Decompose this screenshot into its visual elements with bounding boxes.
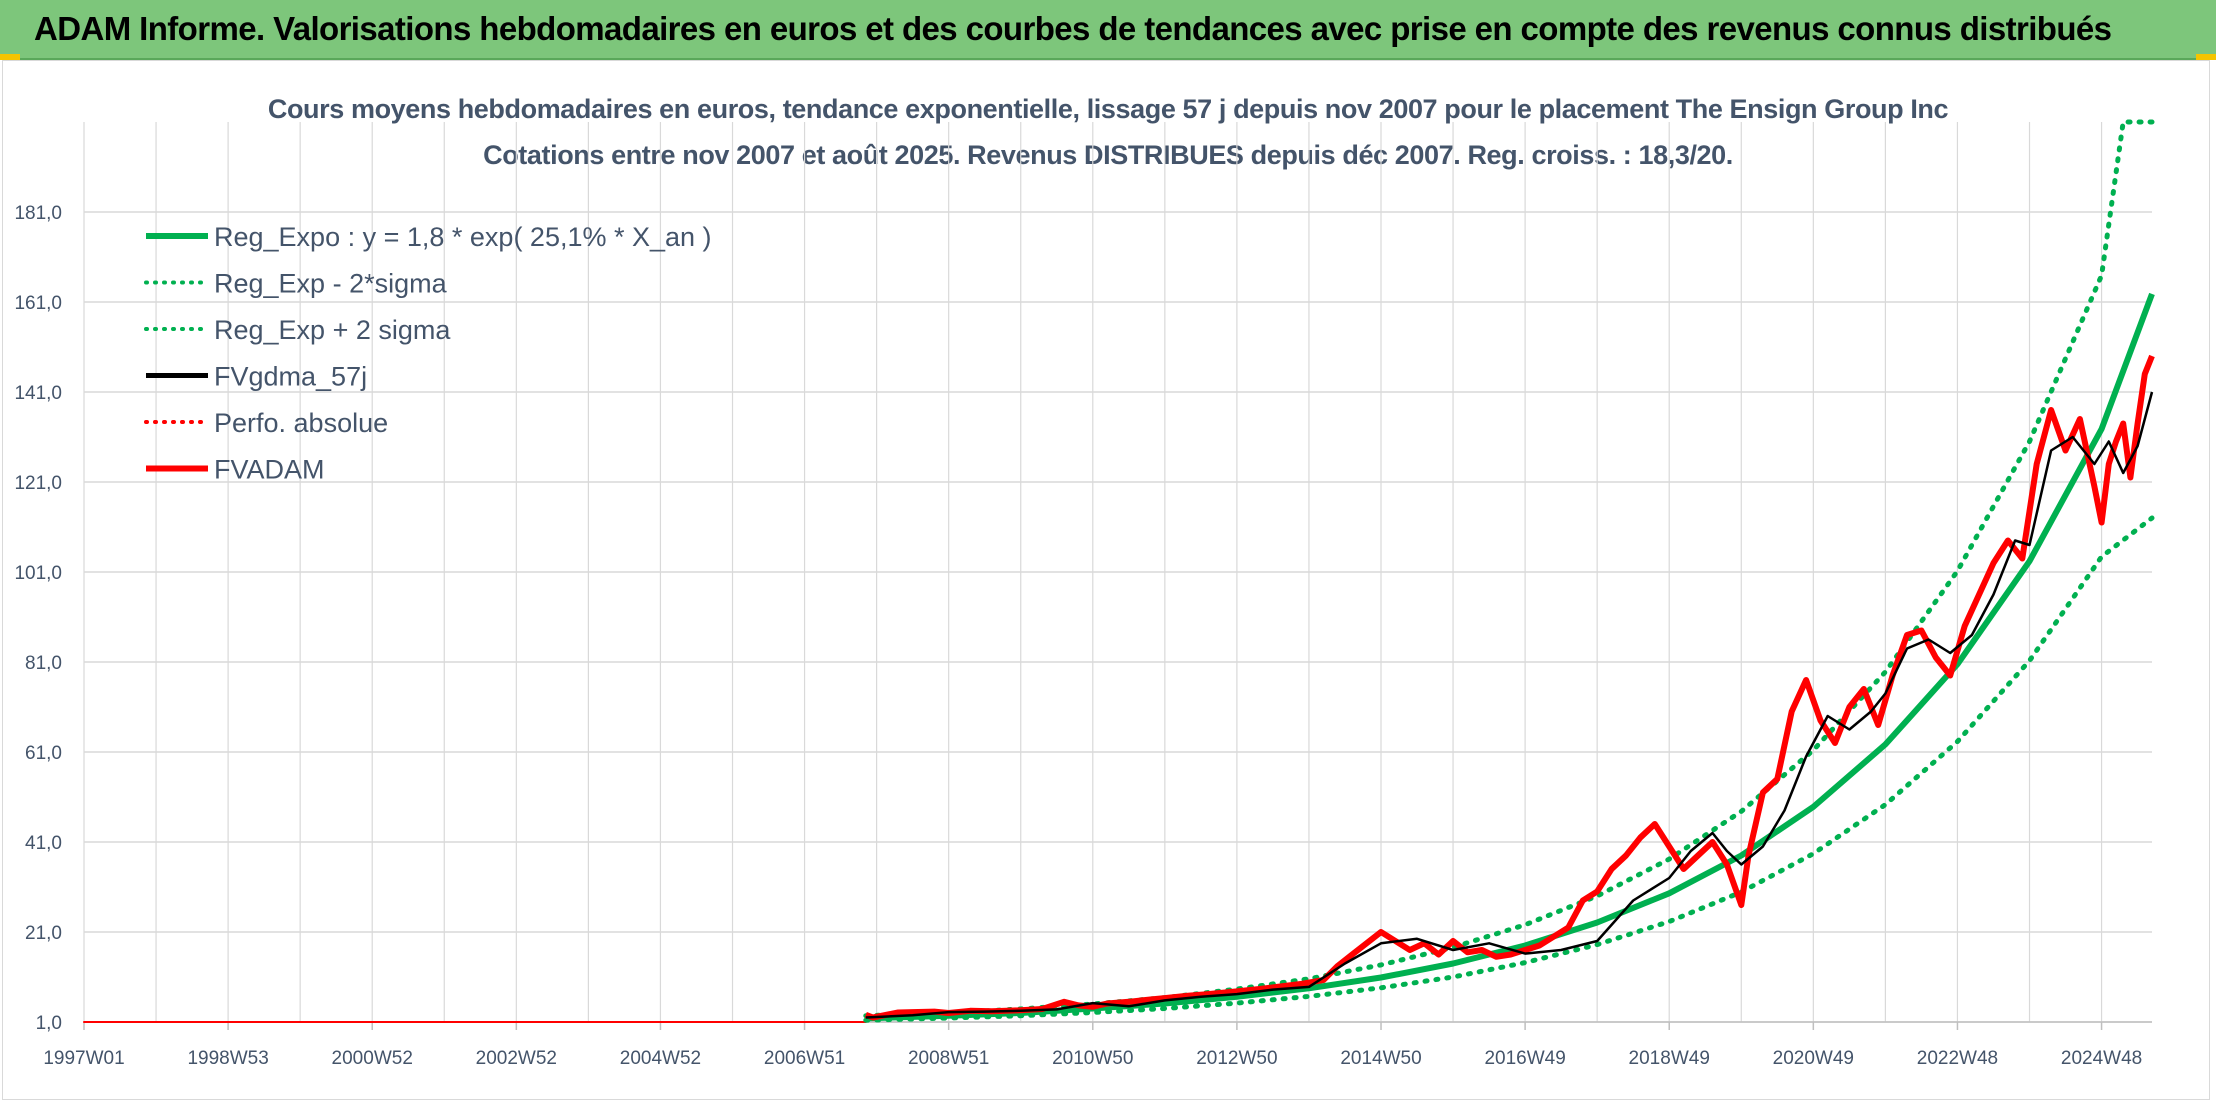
x-tick-label: 1997W01 <box>43 1048 124 1069</box>
legend: Reg_Expo : y = 1,8 * exp( 25,1% * X_an )… <box>144 222 712 485</box>
legend-label: FVADAM <box>214 455 325 485</box>
y-tick-label: 61,0 <box>25 743 62 764</box>
x-tick-label: 2020W49 <box>1773 1048 1854 1069</box>
x-tick-label: 2012W50 <box>1196 1048 1277 1069</box>
corner-marker-left <box>0 54 20 60</box>
x-tick-label: 2014W50 <box>1340 1048 1421 1069</box>
y-tick-label: 121,0 <box>14 473 62 494</box>
legend-label: FVgdma_57j <box>214 362 367 392</box>
legend-label: Reg_Expo : y = 1,8 * exp( 25,1% * X_an ) <box>214 222 712 252</box>
series-lines <box>83 119 2155 1023</box>
y-tick-label: 101,0 <box>14 563 62 584</box>
series-line-1 <box>863 515 2155 1023</box>
x-tick-label: 2024W48 <box>2061 1048 2142 1069</box>
chart-title: Cours moyens hebdomadaires en euros, ten… <box>267 94 1949 124</box>
x-tick-label: 2000W52 <box>332 1048 413 1069</box>
x-tick-label: 2004W52 <box>620 1048 701 1069</box>
series-line-0 <box>865 292 2155 1022</box>
y-tick-label: 161,0 <box>14 293 62 314</box>
report-title: ADAM Informe. Valorisations hebdomadaire… <box>34 10 2112 47</box>
grid-lines <box>83 122 2152 1023</box>
y-tick-label: 41,0 <box>25 833 62 854</box>
y-tick-label: 81,0 <box>25 653 62 674</box>
y-tick-label: 21,0 <box>25 923 62 944</box>
series-line-2 <box>863 119 2155 1019</box>
x-tick-label: 2016W49 <box>1484 1048 1565 1069</box>
x-tick-label: 2018W49 <box>1629 1048 1710 1069</box>
y-tick-label: 1,0 <box>36 1013 62 1034</box>
legend-label: Perfo. absolue <box>214 408 388 438</box>
x-tick-label: 2006W51 <box>764 1048 845 1069</box>
report-banner: ADAM Informe. Valorisations hebdomadaire… <box>0 0 2216 60</box>
legend-label: Reg_Exp + 2 sigma <box>214 315 451 345</box>
x-tick-label: 2002W52 <box>476 1048 557 1069</box>
series-line-3 <box>865 391 2154 1019</box>
chart-area <box>2 60 2210 1100</box>
y-tick-label: 181,0 <box>14 203 62 224</box>
x-tick-label: 2008W51 <box>908 1048 989 1069</box>
y-tick-label: 141,0 <box>14 383 62 404</box>
legend-label: Reg_Exp - 2*sigma <box>214 269 448 299</box>
series-line-5 <box>864 354 2155 1021</box>
x-tick-label: 2010W50 <box>1052 1048 1133 1069</box>
axes: 1,0 21,0 41,0 61,0 81,0 101,0 121,0 141,0 161,0 1… <box>14 203 2152 1069</box>
corner-marker-right <box>2196 54 2216 60</box>
x-tick-label: 1998W53 <box>187 1048 268 1069</box>
x-tick-label: 2022W48 <box>1917 1048 1998 1069</box>
